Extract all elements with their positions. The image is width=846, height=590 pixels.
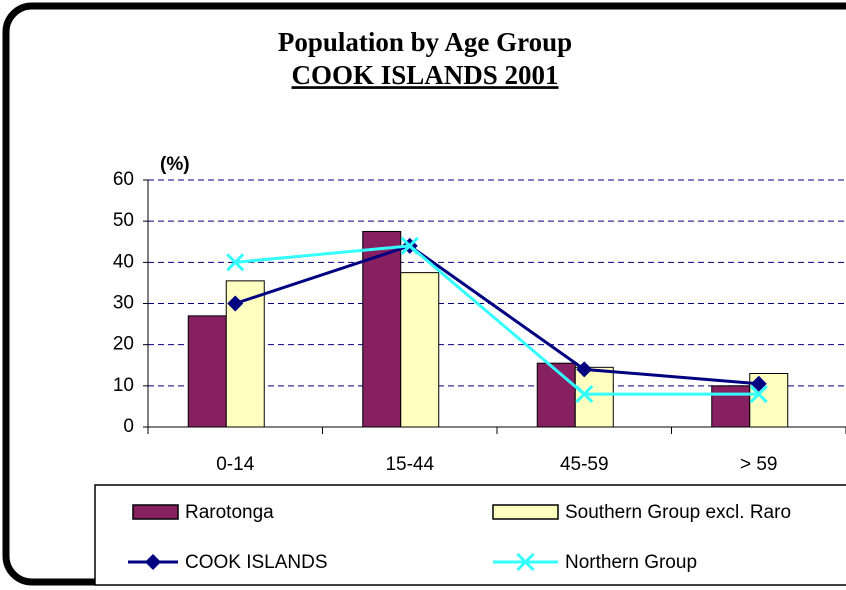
y-tick-label: 60 — [113, 169, 134, 190]
x-tick-label: 15-44 — [385, 454, 434, 475]
point — [400, 236, 419, 255]
point — [576, 361, 593, 378]
bar — [536, 362, 576, 428]
legend-swatch — [132, 504, 179, 520]
legend-label: COOK ISLANDS — [185, 552, 328, 573]
x-tick-label: > 59 — [740, 454, 778, 475]
point — [226, 253, 245, 272]
line — [234, 244, 759, 386]
point — [749, 385, 768, 404]
y-tick-label: 20 — [113, 334, 134, 355]
bar — [400, 272, 440, 428]
y-axis-label: (%) — [160, 154, 190, 175]
legend-marker — [145, 554, 161, 570]
y-tick-label: 10 — [113, 375, 134, 396]
chart-title: Population by Age Group — [278, 27, 572, 57]
y-tick-label: 50 — [113, 210, 134, 231]
legend-label: Southern Group excl. Raro — [565, 502, 791, 523]
legend-marker — [516, 552, 535, 572]
bar — [187, 315, 227, 428]
legend-label: Rarotonga — [185, 502, 274, 523]
legend-swatch — [492, 504, 559, 520]
point — [575, 385, 594, 404]
point — [227, 295, 244, 312]
legend — [94, 484, 846, 586]
chart-subtitle: COOK ISLANDS 2001 — [291, 60, 558, 90]
line — [235, 244, 759, 396]
bar — [711, 385, 751, 428]
bar — [362, 230, 402, 428]
y-tick-label: 40 — [113, 251, 134, 272]
legend-label: Northern Group — [565, 552, 697, 573]
y-tick-label: 0 — [123, 416, 134, 437]
y-tick-label: 30 — [113, 293, 134, 314]
point — [750, 375, 767, 392]
x-tick-label: 0-14 — [216, 454, 254, 475]
x-tick-label: 45-59 — [560, 454, 609, 475]
